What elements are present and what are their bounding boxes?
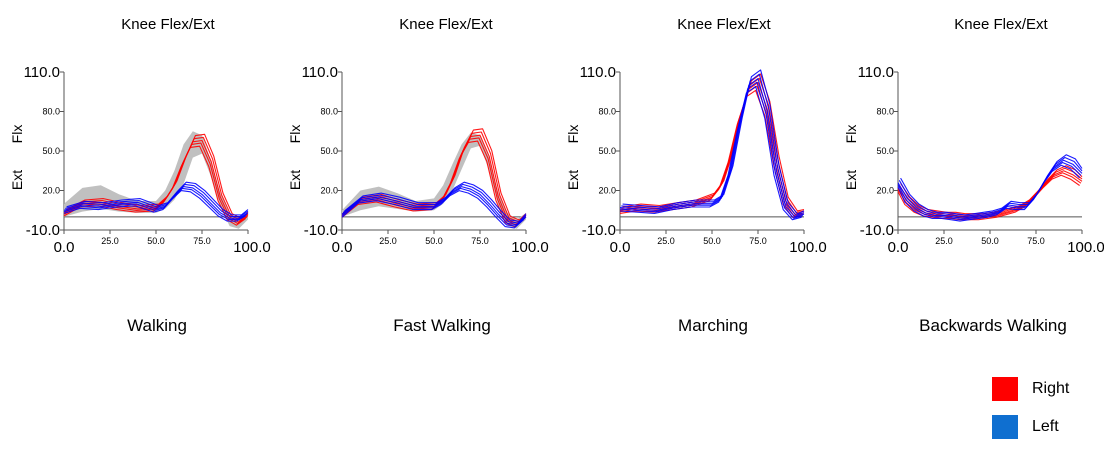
- x-tick-label: 75.0: [749, 236, 767, 246]
- y-tick-label: 80.0: [42, 107, 60, 117]
- y-tick-label: -10.0: [860, 222, 894, 239]
- y-tick-label: 80.0: [320, 107, 338, 117]
- y-tick-label: 50.0: [320, 146, 338, 156]
- y-tick-label: 110.0: [302, 64, 338, 81]
- y-tick-label: 110.0: [580, 64, 616, 81]
- x-tick-label: 100.0: [233, 239, 271, 256]
- x-tick-label: 50.0: [981, 236, 999, 246]
- y-tick-label: 110.0: [858, 64, 894, 81]
- series-line-left-1: [341, 187, 526, 227]
- series-line-left-4: [344, 181, 527, 222]
- y-tick-label: 50.0: [42, 146, 60, 156]
- series-line-left-0: [619, 85, 802, 221]
- x-tick-label: 0.0: [54, 239, 75, 256]
- chart-title: Knee Flex/Ext: [954, 16, 1048, 33]
- chart-title: Knee Flex/Ext: [121, 16, 215, 33]
- activity-label: Fast Walking: [393, 316, 491, 335]
- chart-panel-0: Knee Flex/Ext Flx Ext 110.0 80.0 50.0 20.0 -10.…: [0, 0, 271, 300]
- series-line-left-2: [341, 186, 527, 226]
- series-line-left-2: [897, 159, 1083, 219]
- y-tick-label: -10.0: [582, 222, 616, 239]
- series-line-left-3: [898, 156, 1083, 218]
- y-axis-label-ext: Ext: [9, 170, 25, 190]
- x-tick-label: 75.0: [471, 236, 489, 246]
- y-tick-label: 20.0: [42, 186, 60, 196]
- y-axis-label-flx: Flx: [9, 125, 25, 144]
- series-line-right-4: [900, 165, 1083, 215]
- series-line-right-4: [66, 133, 249, 220]
- legend-item-right: Right: [992, 375, 1069, 403]
- y-tick-label: 20.0: [598, 186, 616, 196]
- series-line-left-4: [66, 181, 249, 216]
- x-tick-label: 50.0: [147, 236, 165, 246]
- legend-swatch-left: [992, 415, 1018, 439]
- y-tick-label: 50.0: [876, 146, 894, 156]
- x-tick-label: 25.0: [379, 236, 397, 246]
- series-line-left-3: [342, 183, 527, 224]
- series-line-left-2: [619, 78, 805, 218]
- x-tick-label: 0.0: [610, 239, 631, 256]
- chart-panel-1: Knee Flex/Ext Flx Ext 110.0 80.0 50.0 20.0 -10.…: [278, 0, 549, 300]
- legend-item-left: Left: [992, 413, 1069, 441]
- y-tick-label: 20.0: [320, 186, 338, 196]
- series-line-left-3: [621, 73, 805, 216]
- legend-label-left: Left: [1032, 418, 1059, 435]
- y-tick-label: 50.0: [598, 146, 616, 156]
- y-axis-label-flx: Flx: [287, 125, 303, 144]
- chart-svg: Knee Flex/Ext Flx Ext 110.0 80.0 50.0 20.0 -10.…: [565, 16, 827, 256]
- y-tick-label: 80.0: [876, 107, 894, 117]
- x-tick-label: 100.0: [511, 239, 549, 256]
- activity-label: Marching: [678, 316, 748, 335]
- series-line-left-4: [622, 69, 805, 215]
- legend-label-right: Right: [1032, 380, 1070, 397]
- x-tick-label: 0.0: [332, 239, 353, 256]
- y-axis-label-ext: Ext: [843, 170, 859, 190]
- x-tick-label: 100.0: [1067, 239, 1104, 256]
- series-line-right-3: [621, 77, 805, 214]
- x-tick-label: 25.0: [101, 236, 119, 246]
- activity-label: Walking: [127, 316, 187, 335]
- chart-svg: Knee Flex/Ext Flx Ext 110.0 80.0 50.0 20.0 -10.…: [843, 16, 1104, 256]
- x-tick-label: 25.0: [935, 236, 953, 246]
- y-axis-label-flx: Flx: [565, 125, 581, 144]
- chart-title: Knee Flex/Ext: [677, 16, 771, 33]
- x-tick-label: 75.0: [1027, 236, 1045, 246]
- chart-svg: Knee Flex/Ext Flx Ext 110.0 80.0 50.0 20.0 -10.…: [287, 16, 549, 256]
- series-line-left-0: [341, 190, 524, 229]
- y-tick-label: 110.0: [24, 64, 60, 81]
- y-axis-label-ext: Ext: [565, 170, 581, 190]
- series-line-right-1: [341, 137, 526, 226]
- series-line-right-4: [622, 73, 805, 212]
- chart-svg: Knee Flex/Ext Flx Ext 110.0 80.0 50.0 20.0 -10.…: [9, 16, 271, 256]
- chart-panel-2: Knee Flex/Ext Flx Ext 110.0 80.0 50.0 20.0 -10.…: [556, 0, 827, 300]
- y-axis-label-flx: Flx: [843, 125, 859, 144]
- normal-band: [64, 131, 248, 229]
- y-tick-label: -10.0: [304, 222, 338, 239]
- y-tick-label: 80.0: [598, 107, 616, 117]
- chart-title: Knee Flex/Ext: [399, 16, 493, 33]
- x-tick-label: 25.0: [657, 236, 675, 246]
- y-tick-label: -10.0: [26, 222, 60, 239]
- x-tick-label: 50.0: [425, 236, 443, 246]
- y-axis-label-ext: Ext: [287, 170, 303, 190]
- x-tick-label: 0.0: [888, 239, 909, 256]
- series-line-left-4: [900, 154, 1083, 216]
- chart-panel-3: Knee Flex/Ext Flx Ext 110.0 80.0 50.0 20.0 -10.…: [834, 0, 1104, 300]
- series-line-left-0: [63, 190, 246, 222]
- x-tick-label: 50.0: [703, 236, 721, 246]
- series-line-left-1: [619, 81, 804, 219]
- x-tick-label: 75.0: [193, 236, 211, 246]
- x-tick-label: 100.0: [789, 239, 827, 256]
- legend: Right Left: [992, 375, 1069, 451]
- y-tick-label: 20.0: [876, 186, 894, 196]
- activity-label: Backwards Walking: [919, 316, 1067, 335]
- legend-swatch-right: [992, 377, 1018, 401]
